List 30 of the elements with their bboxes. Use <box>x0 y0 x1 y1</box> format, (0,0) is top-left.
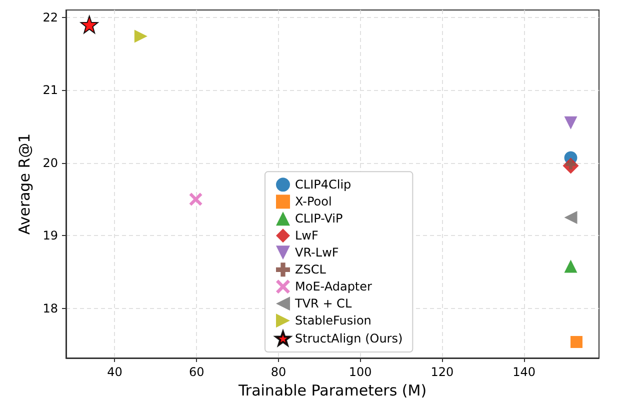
legend-label: StableFusion <box>295 314 372 328</box>
point <box>570 336 582 348</box>
y-tick-label: 22 <box>42 10 58 24</box>
legend-label: StructAlign (Ours) <box>295 331 403 346</box>
legend-label: CLIP4Clip <box>295 178 352 192</box>
legend-label: LwF <box>295 228 318 243</box>
point <box>189 192 202 206</box>
y-tick-label: 18 <box>42 301 58 316</box>
y-tick-label: 21 <box>42 83 58 98</box>
legend-label: X-Pool <box>295 194 332 209</box>
point <box>564 116 578 130</box>
x-axis-title: Trainable Parameters (M) <box>237 381 427 400</box>
y-tick-label: 20 <box>42 156 58 170</box>
legend-label: TVR + CL <box>294 296 352 311</box>
x-tick-label: 60 <box>188 365 204 379</box>
point <box>80 16 98 34</box>
y-tick-label: 19 <box>42 228 58 243</box>
point <box>564 260 578 273</box>
legend-label: ZSCL <box>295 262 326 277</box>
legend-label: MoE-Adapter <box>295 280 372 294</box>
x-tick-label: 40 <box>107 365 122 379</box>
x-tick-label: 80 <box>270 365 286 379</box>
legend-label: VR-LwF <box>295 246 339 260</box>
point <box>134 30 148 43</box>
point <box>564 210 578 224</box>
x-tick-label: 100 <box>348 365 372 379</box>
x-tick-label: 120 <box>430 365 454 379</box>
legend-label: CLIP-ViP <box>295 212 343 226</box>
y-axis-title: Average R@1 <box>15 133 34 235</box>
x-tick-label: 140 <box>512 365 536 379</box>
